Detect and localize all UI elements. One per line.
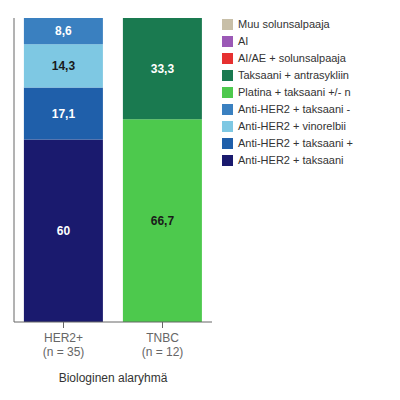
svg-text:14,3: 14,3 [52,59,76,73]
svg-text:17,1: 17,1 [52,107,76,121]
html-text:Anti-HER2 + taksaani: Anti-HER2 + taksaani [238,154,344,166]
html-text:AI/AE + solunsalpaaja: AI/AE + solunsalpaaja [238,52,346,64]
html-text:AI: AI [238,35,249,47]
svg-text:Biologinen alaryhmä: Biologinen alaryhmä [59,371,168,385]
html-text:Platina + taksaani +/- n: Platina + taksaani +/- n [238,86,351,98]
svg-text:8,6: 8,6 [55,24,72,38]
html-text:Taksaani + antrasykliin: Taksaani + antrasykliin [238,69,349,81]
svg-text:TNBC(n = 12): TNBC(n = 12) [142,331,184,359]
svg-text:HER2+(n = 35): HER2+(n = 35) [43,331,85,359]
html-text:Anti-HER2 + taksaani -: Anti-HER2 + taksaani - [238,103,351,115]
svg-text:33,3: 33,3 [151,62,175,76]
html-text:Muu solunsalpaaja: Muu solunsalpaaja [238,18,330,30]
svg-text:60: 60 [57,224,71,238]
svg-text:66,7: 66,7 [151,214,175,228]
html-text:Anti-HER2 + vinorelbii: Anti-HER2 + vinorelbii [238,120,346,132]
html-text:Anti-HER2 + taksaani +: Anti-HER2 + taksaani + [238,137,353,149]
